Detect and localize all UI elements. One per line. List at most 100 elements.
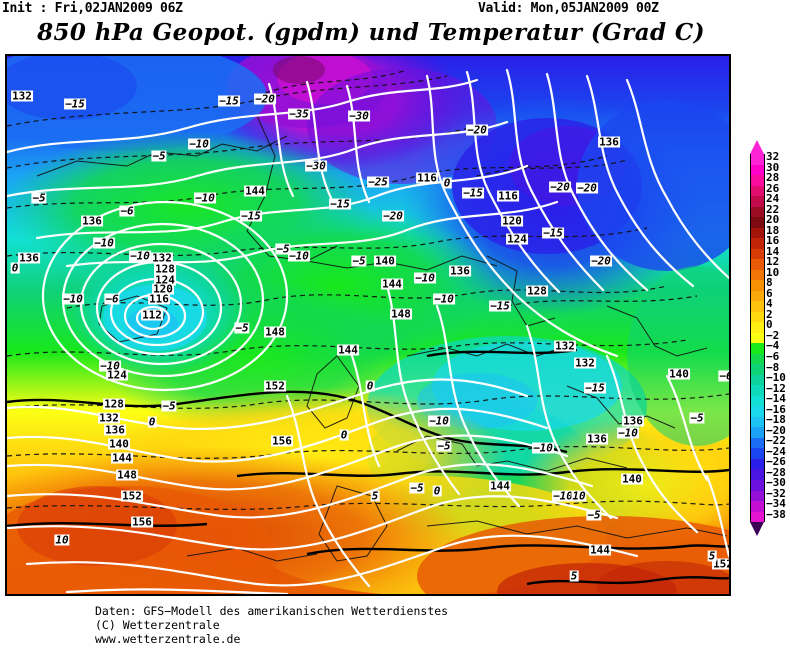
isotherm-label: −15 [584, 381, 606, 395]
colorbar-swatch [750, 227, 765, 239]
colorbar-tick: 20 [766, 213, 780, 227]
geopotential-label: 156 [271, 434, 293, 448]
colorbar-tick: −12 [766, 381, 786, 395]
geopotential-label: 140 [621, 472, 643, 486]
isotherm-label: 0 [339, 428, 349, 442]
isotherm-label: −10 [288, 249, 310, 263]
colorbar-tick: −24 [766, 444, 786, 458]
isotherm-label: −15 [462, 186, 484, 200]
colorbar-swatch [750, 458, 765, 470]
geopotential-label: 136 [622, 414, 644, 428]
colorbar-swatch [750, 343, 765, 354]
colorbar-swatch [750, 385, 765, 396]
isotherm-label: 5 [569, 569, 579, 583]
isotherm-label: −10 [93, 236, 115, 250]
isotherm-label: 5 [370, 489, 380, 503]
colorbar-tick: −18 [766, 413, 786, 427]
isotherm-label: −5 [275, 242, 291, 256]
geopotential-label: 116 [497, 189, 519, 203]
colorbar-swatch [750, 269, 765, 281]
geopotential-label: 136 [449, 264, 471, 278]
geopotential-label: 152 [264, 379, 286, 393]
init-time-label: Init : Fri,02JAN2009 06Z [2, 1, 183, 16]
isotherm-label: −5 [436, 439, 452, 453]
colorbar-swatch [750, 290, 765, 302]
chart-header: Init : Fri,02JAN2009 06Z Valid: Mon,05JA… [0, 0, 790, 52]
isotherm-label: −10 [433, 292, 455, 306]
geopotential-label: 144 [381, 277, 403, 291]
geopotential-label: 144 [589, 543, 611, 557]
geopotential-label: 148 [264, 325, 286, 339]
isotherm-label: −30 [305, 159, 327, 173]
footer-data-source: Daten: GFS−Modell des amerikanischen Wet… [95, 604, 449, 618]
colorbar-swatch [750, 248, 765, 260]
colorbar-tick: 26 [766, 181, 780, 195]
isotherm-label: 0 [10, 261, 20, 275]
geopotential-label: 148 [390, 307, 412, 321]
map-panel[interactable]: 132 −15 −5 136 −6 −10 −5 −10 −15 −20 144 −10 136 0 −10… [5, 54, 731, 596]
colorbar-tick: −26 [766, 455, 786, 469]
isotherm-label: 0 [432, 484, 442, 498]
isotherm-label: −15 [240, 209, 262, 223]
isotherm-label: −10 [99, 359, 121, 373]
colorbar-tick: 28 [766, 171, 780, 185]
geopotential-label: 132 [11, 89, 33, 103]
geopotential-label: 128 [103, 397, 125, 411]
colorbar: 32 30 28 26 24 22 20 18 16 14 12 10 8 6 4 2 0 −2 −4 −6 −8 −10… [747, 140, 790, 540]
colorbar-swatch [750, 332, 765, 344]
colorbar-swatch [750, 196, 765, 207]
geopotential-label: 144 [244, 184, 266, 198]
colorbar-tick: 32 [766, 150, 780, 163]
colorbar-tick: 18 [766, 223, 780, 237]
colorbar-tick: 12 [766, 255, 780, 269]
isotherm-label: −5 [586, 508, 602, 522]
colorbar-tick: 6 [766, 286, 773, 300]
geopotential-label: 116 [416, 171, 438, 185]
geopotential-label: 136 [104, 423, 126, 437]
isotherm-label: −10 [188, 137, 210, 151]
isotherm-label: −10 [62, 292, 84, 306]
colorbar-top-arrow [750, 140, 764, 154]
geopotential-label: 140 [374, 254, 396, 268]
geopotential-label: 124 [106, 368, 128, 382]
colorbar-tick: −32 [766, 486, 786, 500]
colorbar-tick: 24 [766, 192, 780, 206]
colorbar-swatch [750, 185, 765, 197]
colorbar-tick: −38 [766, 507, 786, 521]
isotherm-label: −20 [549, 180, 571, 194]
geopotential-label: 132 [151, 251, 173, 265]
colorbar-tick: −34 [766, 497, 786, 511]
geopotential-label: 152 [712, 558, 729, 570]
isotherm-label: −5 [351, 254, 367, 268]
geopotential-label: 144 [111, 451, 133, 465]
colorbar-swatch [750, 217, 765, 228]
isotherm-label: −10 [414, 271, 436, 285]
geopotential-label: 140 [668, 367, 690, 381]
isotherm-label: −10 [194, 191, 216, 205]
temperature-field [7, 56, 729, 594]
geopotential-label: 152 [121, 489, 143, 503]
colorbar-tick: −30 [766, 476, 786, 490]
colorbar-tick: −22 [766, 434, 786, 448]
colorbar-tick: 8 [766, 276, 773, 290]
colorbar-swatch [750, 322, 765, 333]
geopotential-label: 144 [489, 479, 511, 493]
colorbar-tick: 22 [766, 202, 780, 216]
colorbar-tick: −20 [766, 423, 786, 437]
isotherm-label: −6 [104, 292, 120, 306]
colorbar-swatch [750, 259, 765, 270]
geopotential-label: 136 [586, 432, 608, 446]
colorbar-tick: 10 [766, 265, 780, 279]
footer-website[interactable]: www.wetterzentrale.de [95, 632, 241, 646]
isotherm-label: −15 [64, 97, 86, 111]
colorbar-tick: −16 [766, 402, 786, 416]
isotherm-label: −5 [151, 149, 167, 163]
geopotential-label: 120 [152, 282, 174, 296]
isotherm-label: −6 [119, 204, 135, 218]
coastlines [36, 115, 728, 562]
colorbar-swatch [750, 238, 765, 249]
geopotential-label: 136 [81, 214, 103, 228]
isotherm-label: −10 [428, 414, 450, 428]
isotherm-label: 10 [571, 489, 587, 503]
colorbar-tick: 2 [766, 307, 773, 321]
